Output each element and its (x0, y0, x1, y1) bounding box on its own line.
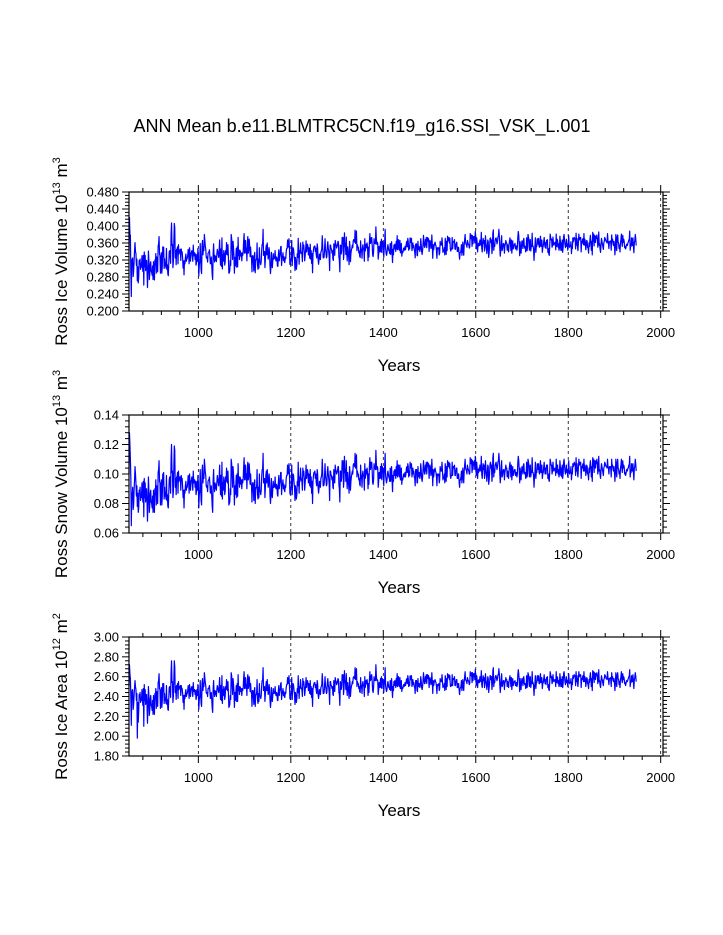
y-tick-label: 0.08 (94, 496, 119, 511)
y-axis-title-text: Ross Ice Area 10 (52, 650, 71, 779)
x-tick-label: 1600 (461, 325, 490, 340)
y-tick-label: 3.00 (94, 630, 119, 645)
y-axis-title-text: Ross Snow Volume 10 (52, 407, 71, 578)
figure-title: ANN Mean b.e11.BLMTRC5CN.f19_g16.SSI_VSK… (134, 116, 591, 137)
panel-ross-ice-area: 1000 1200 1400 1600 1800 2000 1.80 2.00 2.20 2.40… (51, 613, 675, 820)
y-axis-title-superscript: 13 (51, 182, 63, 194)
x-axis-title: Years (378, 578, 421, 597)
x-tick-label: 1000 (184, 547, 213, 562)
x-tick-label: 2000 (646, 547, 675, 562)
y-axis-title-superscript: 12 (51, 638, 63, 650)
y-tick-label: 0.14 (94, 408, 119, 423)
y-tick-label: 0.320 (86, 253, 119, 268)
y-axis-title-superscript: 3 (51, 157, 63, 163)
x-tick-label: 1200 (276, 770, 305, 785)
y-tick-label: 0.200 (86, 304, 119, 319)
y-tick-label: 2.40 (94, 689, 119, 704)
x-tick-label: 1400 (369, 547, 398, 562)
x-tick-label: 1600 (461, 547, 490, 562)
series-line (128, 216, 637, 298)
x-axis-title: Years (378, 356, 421, 375)
x-tick-label: 1200 (276, 547, 305, 562)
y-tick-label: 1.80 (94, 749, 119, 764)
y-axis-title: Ross Ice Volume 1013 m3 (51, 157, 71, 345)
y-tick-label: 0.440 (86, 202, 119, 217)
y-axis-title-superscript: 3 (51, 370, 63, 376)
y-tick-label: 0.12 (94, 437, 119, 452)
y-tick-label: 0.280 (86, 270, 119, 285)
y-axis-title-superscript: 2 (51, 613, 63, 619)
x-tick-label: 1000 (184, 770, 213, 785)
y-tick-label: 0.06 (94, 526, 119, 541)
y-tick-label: 0.360 (86, 236, 119, 251)
y-axis-title-text: m (52, 376, 71, 395)
y-tick-label: 0.10 (94, 467, 119, 482)
panel-ross-ice-volume: 1000 1200 1400 1600 1800 2000 0.200 0.240 0.280 0… (51, 157, 675, 375)
series-line (128, 432, 637, 527)
y-axis-title: Ross Ice Area 1012 m2 (51, 613, 71, 780)
x-tick-label: 1400 (369, 770, 398, 785)
y-tick-label: 2.80 (94, 649, 119, 664)
y-tick-label: 2.20 (94, 709, 119, 724)
x-tick-label: 1200 (276, 325, 305, 340)
x-tick-label: 2000 (646, 770, 675, 785)
x-tick-label: 2000 (646, 325, 675, 340)
y-tick-label: 0.240 (86, 287, 119, 302)
series-line (128, 660, 637, 739)
y-axis-title-superscript: 13 (51, 395, 63, 407)
x-tick-label: 1800 (554, 325, 583, 340)
x-tick-label: 1800 (554, 770, 583, 785)
y-tick-label: 0.400 (86, 219, 119, 234)
x-axis-title: Years (378, 801, 421, 820)
panel-ross-snow-volume: 1000 1200 1400 1600 1800 2000 0.06 0.08 0.10 0.12… (51, 370, 675, 597)
x-tick-label: 1400 (369, 325, 398, 340)
y-tick-label: 2.00 (94, 729, 119, 744)
y-axis-title-text: Ross Ice Volume 10 (52, 195, 71, 346)
y-tick-label: 2.60 (94, 669, 119, 684)
y-tick-label: 0.480 (86, 185, 119, 200)
y-axis-title: Ross Snow Volume 1013 m3 (51, 370, 71, 578)
y-axis-title-text: m (52, 619, 71, 638)
x-tick-label: 1000 (184, 325, 213, 340)
x-tick-label: 1800 (554, 547, 583, 562)
plot-frame (128, 191, 664, 312)
y-axis-title-text: m (52, 163, 71, 182)
x-tick-label: 1600 (461, 770, 490, 785)
